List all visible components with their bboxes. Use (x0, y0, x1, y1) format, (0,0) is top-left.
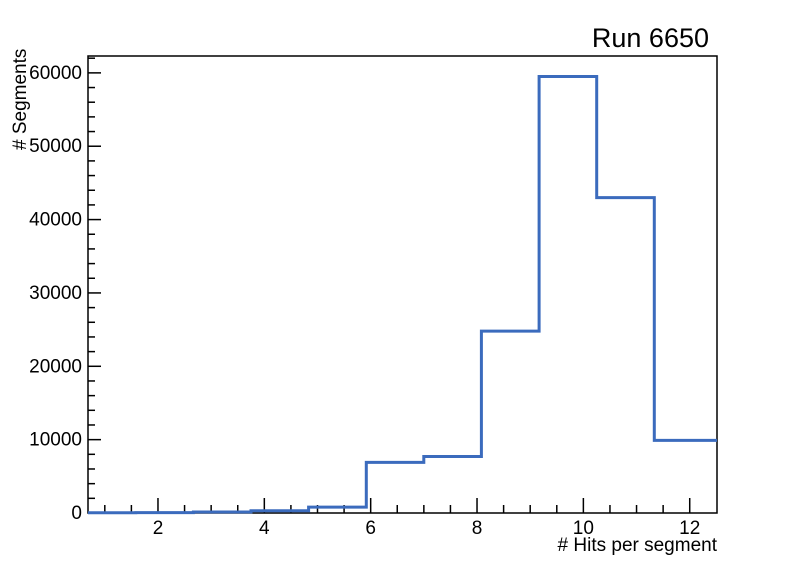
x-tick-label: 10 (573, 518, 594, 539)
y-axis-title: # Segments (10, 49, 31, 150)
x-tick-label: 2 (153, 518, 164, 539)
y-tick-label: 60000 (29, 63, 82, 84)
y-tick-label: 10000 (29, 430, 82, 451)
y-tick-label: 50000 (29, 136, 82, 157)
chart-title: Run 6650 (592, 23, 709, 53)
x-tick-label: 4 (259, 518, 270, 539)
y-tick-label: 20000 (29, 356, 82, 377)
x-axis-title: # Hits per segment (558, 535, 718, 556)
x-axis-labels: 2 4 6 8 10 12 (153, 518, 701, 539)
y-axis-labels: 0 10000 20000 30000 40000 50000 60000 (29, 63, 82, 524)
x-tick-label: 12 (679, 518, 700, 539)
x-tick-label: 6 (365, 518, 376, 539)
x-tick-label: 8 (472, 518, 483, 539)
plot-frame (87, 55, 718, 514)
histogram-line (88, 75, 717, 515)
y-tick-label: 40000 (29, 210, 82, 231)
y-tick-label: 0 (71, 503, 82, 524)
y-axis-ticks (88, 57, 101, 514)
y-tick-label: 30000 (29, 283, 82, 304)
